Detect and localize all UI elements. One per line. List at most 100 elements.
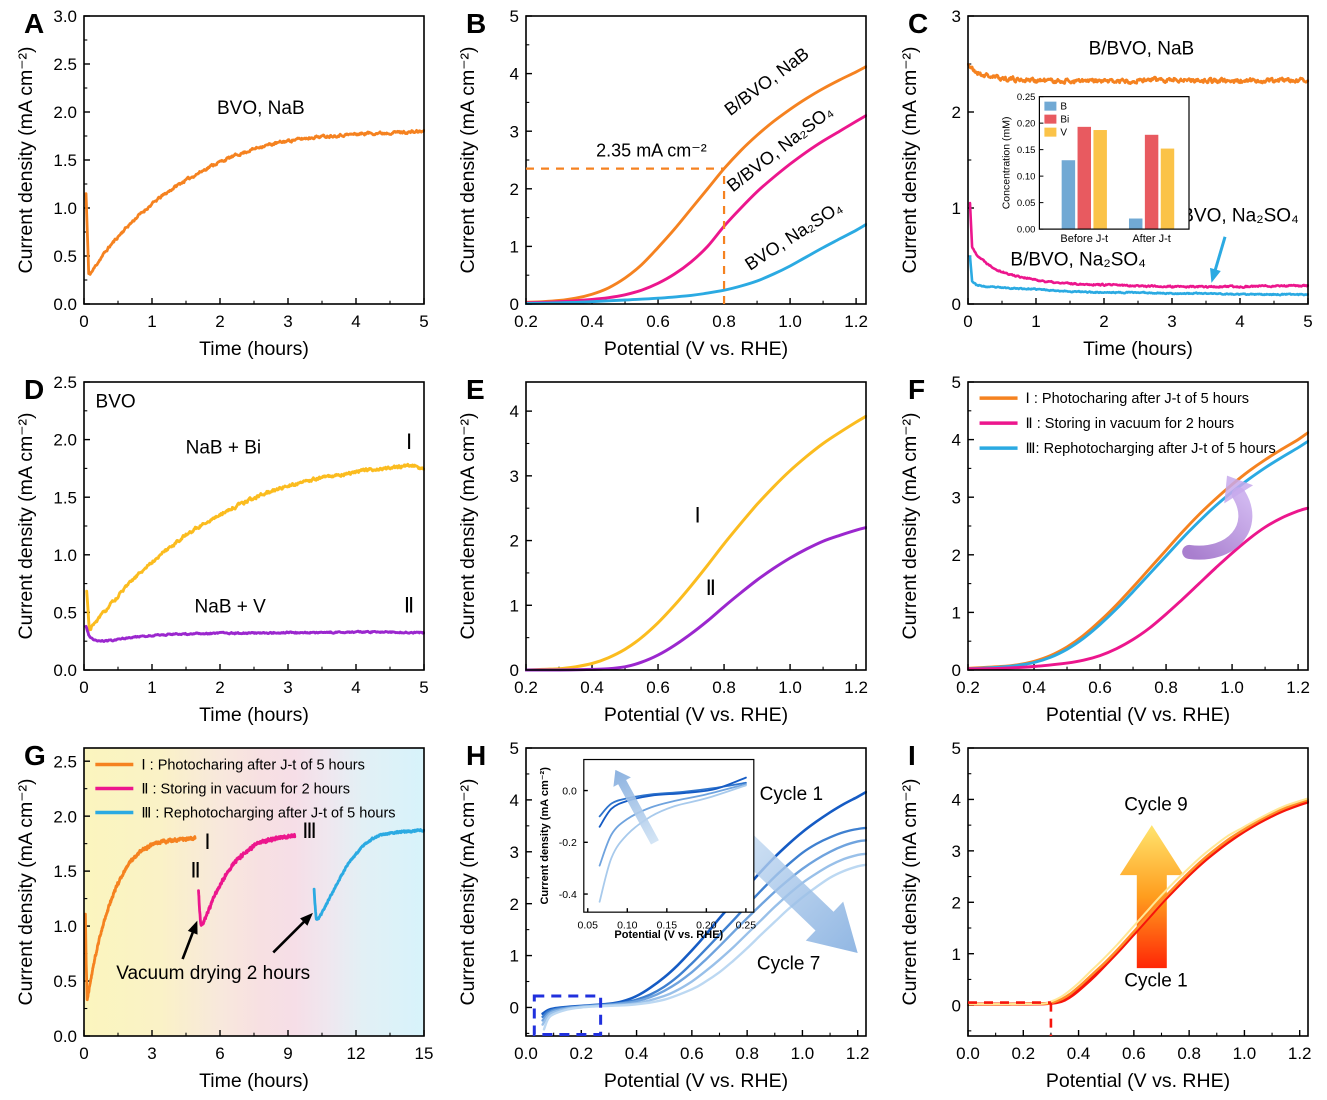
y-axis-title: Current density (mA cm⁻²) bbox=[899, 412, 921, 639]
x-tick-label: 12 bbox=[347, 1044, 366, 1063]
inset-frame bbox=[1038, 96, 1190, 230]
series-III-rephotocharging bbox=[312, 828, 425, 921]
series-cycle-1 bbox=[967, 800, 1309, 1006]
x-axis-title: Potential (V vs. RHE) bbox=[614, 929, 723, 941]
y-tick-label: 3 bbox=[952, 842, 961, 861]
x-tick-label: 1.0 bbox=[1233, 1044, 1257, 1063]
x-tick-label: 2 bbox=[1099, 312, 1108, 331]
series-cycle-5 bbox=[967, 798, 1309, 1006]
y-tick-label: 0 bbox=[952, 996, 961, 1015]
bar-B bbox=[1128, 218, 1143, 230]
x-tick-label: 0.2 bbox=[1011, 1044, 1035, 1063]
legend-label: Ⅱ : Storing in vacuum for 2 hours bbox=[1026, 416, 1235, 432]
y-tick-label: 0.5 bbox=[53, 972, 77, 991]
inset-legend-swatch bbox=[1044, 101, 1057, 111]
annotation-text: Ⅱ bbox=[706, 577, 716, 600]
panel-a-letter: A bbox=[24, 8, 45, 39]
annotation-text: Ⅰ bbox=[406, 431, 412, 454]
y-tick-label: 5 bbox=[510, 739, 519, 758]
annotation-text: Cycle 1 bbox=[760, 784, 823, 805]
y-tick-label: 1 bbox=[510, 947, 519, 966]
x-axis-title: Potential (V vs. RHE) bbox=[604, 338, 788, 360]
panel-b: B 0.2 0.4 0.6 0.8 1.0 1.2 0 1 2 3 4 5 2.35 mA cm⁻² B/… bbox=[442, 0, 884, 366]
panel-d-letter: D bbox=[24, 374, 45, 405]
y-tick-label: 1.5 bbox=[53, 862, 77, 881]
y-tick-label: 0.0 bbox=[562, 785, 577, 797]
x-tick-label: 1.2 bbox=[1286, 678, 1310, 697]
x-tick-label: 1.0 bbox=[778, 312, 802, 331]
axes-frame bbox=[967, 15, 1309, 305]
series-inset-c1 bbox=[598, 781, 747, 818]
y-tick-label: 2.5 bbox=[53, 373, 77, 392]
y-axis-title: Current density (mA cm⁻²) bbox=[15, 46, 37, 273]
series-BVO-Na2SO4 bbox=[525, 223, 867, 305]
panel-d-chart: 0 1 2 3 4 5 0.0 0.5 1.0 1.5 2.0 2.5 BVO NaB + Bi Ⅰ NaB … bbox=[15, 373, 429, 726]
x-axis-title: Time (hours) bbox=[1083, 338, 1193, 360]
panel-e-letter: E bbox=[466, 374, 485, 405]
y-tick-label: 0 bbox=[510, 295, 519, 314]
axes-frame bbox=[525, 747, 867, 1037]
y-axis-title: Current density (mA cm⁻²) bbox=[899, 46, 921, 273]
x-tick-label: 4 bbox=[351, 312, 360, 331]
x-tick-label: 0.6 bbox=[1122, 1044, 1146, 1063]
panel-i-letter: I bbox=[908, 740, 916, 771]
annotation-text: Cycle 7 bbox=[757, 954, 820, 975]
axes-frame bbox=[83, 15, 425, 305]
y-axis-title: Current density (mA cm⁻²) bbox=[899, 778, 921, 1005]
y-tick-label: 1 bbox=[510, 238, 519, 257]
series-inset-c3 bbox=[598, 783, 747, 867]
panel-g-chart: 0 3 6 9 12 15 0.0 0.5 1.0 1.5 2.0 2.5 Ⅰ : Photochari… bbox=[15, 747, 433, 1092]
y-tick-label: 2.5 bbox=[53, 752, 77, 771]
bar-V bbox=[1093, 130, 1107, 230]
annotation-text: NaB + Bi bbox=[186, 437, 262, 458]
annotation-text: Cycle 9 bbox=[1124, 795, 1187, 816]
y-tick-label: 1.5 bbox=[53, 151, 77, 170]
panel-f-chart: 0.2 0.4 0.6 0.8 1.0 1.2 0 1 2 3 4 5 Ⅰ : Photocharing… bbox=[899, 373, 1310, 726]
x-tick-label: 3 bbox=[283, 312, 292, 331]
panel-a: A 0 1 2 3 4 5 0.0 0.5 1.0 1.5 2.0 2.5 3.0 BVO, NaB Tim… bbox=[0, 0, 442, 366]
x-axis-title: Time (hours) bbox=[199, 338, 309, 360]
x-tick-label: 1 bbox=[147, 312, 156, 331]
series-B-BVO-Na2SO4 bbox=[968, 201, 1309, 289]
panel-h-chart: 0.0 0.2 0.4 0.6 0.8 1.0 1.2 0 1 2 3 4 5 Cycle 1 Cycle … bbox=[457, 739, 870, 1092]
axes-frame bbox=[583, 758, 755, 913]
dashed-rect bbox=[532, 994, 603, 1036]
x-tick-label: 2 bbox=[215, 678, 224, 697]
annotation-text: Vacuum drying 2 hours bbox=[116, 963, 310, 984]
y-tick-label: 3 bbox=[952, 7, 961, 26]
inset-legend-label: B bbox=[1060, 102, 1067, 113]
series-II bbox=[525, 526, 867, 672]
x-tick-label: 0.6 bbox=[646, 312, 670, 331]
x-axis-title: Potential (V vs. RHE) bbox=[604, 704, 788, 726]
x-tick-label: 0.8 bbox=[712, 312, 736, 331]
series-inset-c2 bbox=[598, 776, 747, 828]
annotation-text: B/BVO, NaB bbox=[1089, 38, 1195, 59]
series-I bbox=[525, 414, 867, 672]
y-tick-label: 2 bbox=[952, 103, 961, 122]
panel-a-chart: 0 1 2 3 4 5 0.0 0.5 1.0 1.5 2.0 2.5 3.0 BVO, NaB Time … bbox=[15, 7, 429, 360]
y-tick-label: 1 bbox=[510, 596, 519, 615]
y-tick-label: 4 bbox=[510, 791, 519, 810]
y-axis-title: Current density (mA cm⁻²) bbox=[15, 412, 37, 639]
arrow-line bbox=[272, 918, 308, 954]
y-tick-label: 0 bbox=[952, 661, 961, 680]
annotation-text: BVO bbox=[96, 391, 136, 412]
x-tick-label: 0 bbox=[963, 312, 972, 331]
axes-frame bbox=[83, 381, 425, 671]
x-tick-label: 1.0 bbox=[778, 678, 802, 697]
series-BVO-NaB bbox=[84, 129, 425, 276]
y-tick-label: 3 bbox=[510, 843, 519, 862]
x-tick-label: 0 bbox=[79, 312, 88, 331]
inset-legend-label: Bi bbox=[1060, 115, 1069, 126]
y-tick-label: 5 bbox=[510, 7, 519, 26]
arrow-head bbox=[187, 920, 198, 935]
annotation-text: Ⅲ bbox=[302, 820, 316, 843]
panel-b-letter: B bbox=[466, 8, 487, 39]
series-III-rephotocharging bbox=[967, 439, 1309, 671]
inset-legend-label: V bbox=[1060, 128, 1067, 139]
y-axis-title: Current density (mA cm⁻²) bbox=[457, 412, 479, 639]
x-axis-title: Time (hours) bbox=[199, 1070, 309, 1092]
x-axis-title: Potential (V vs. RHE) bbox=[604, 1070, 788, 1092]
